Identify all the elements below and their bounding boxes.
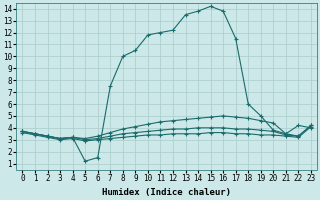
X-axis label: Humidex (Indice chaleur): Humidex (Indice chaleur) [102,188,231,197]
